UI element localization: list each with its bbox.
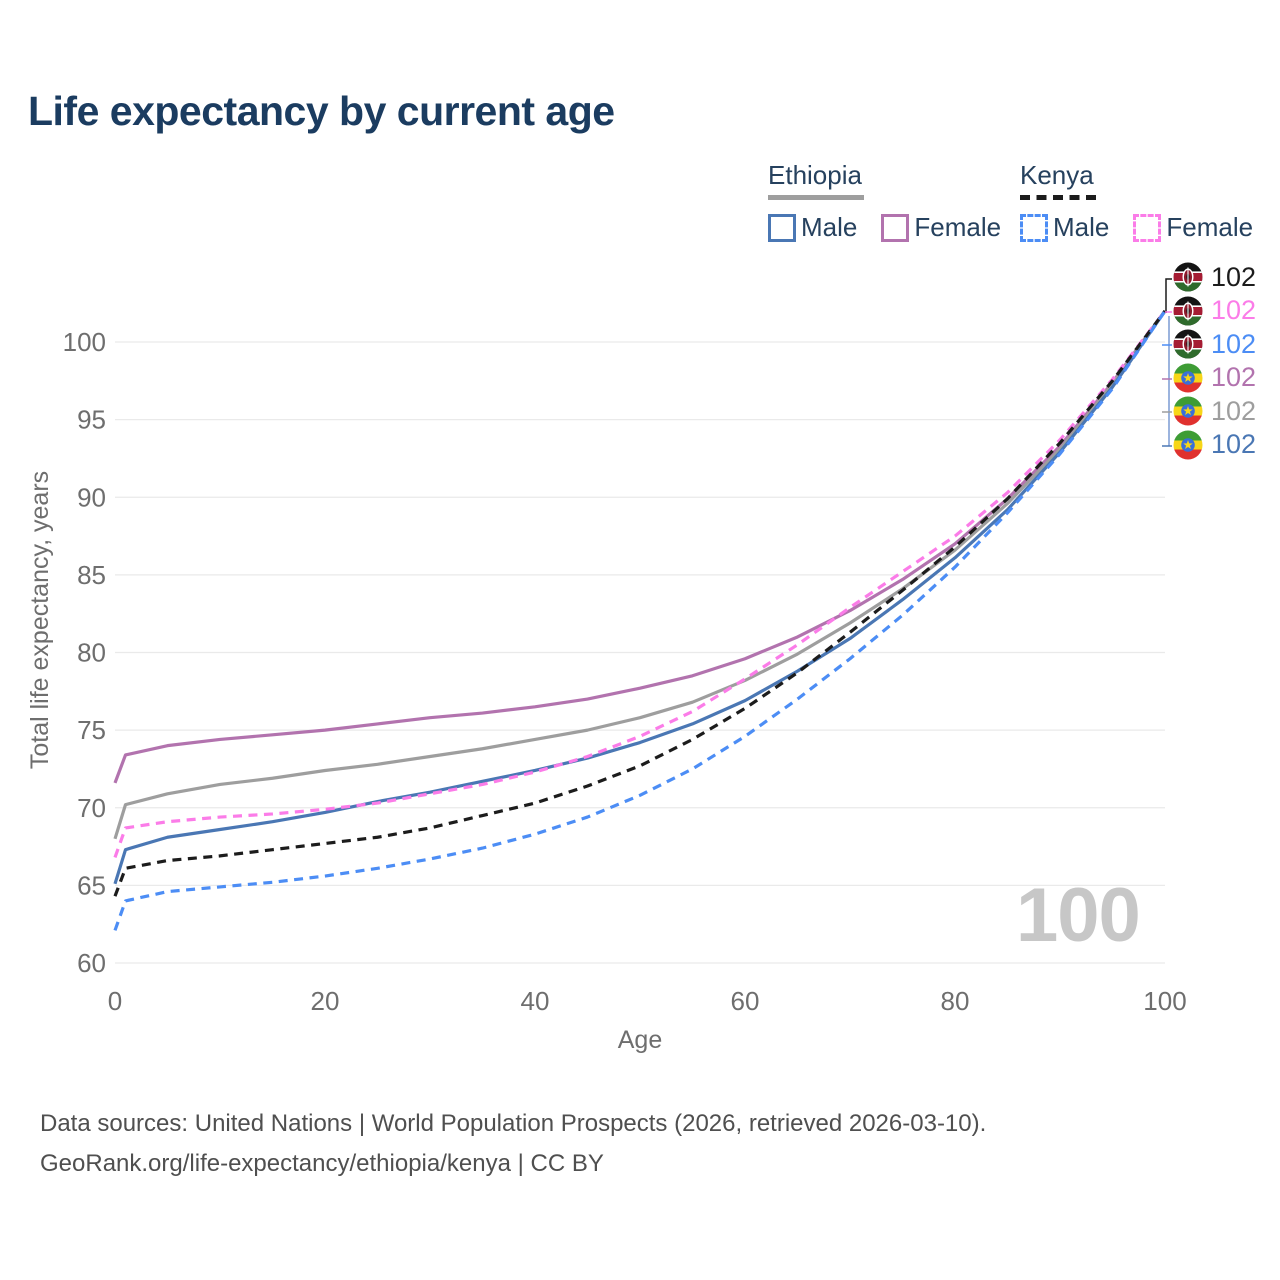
end-label-connectors — [1162, 278, 1172, 447]
page-title: Life expectancy by current age — [28, 88, 615, 134]
legend-label-kenya-male[interactable]: Male — [1053, 212, 1110, 242]
legend-country-ethiopia-label: Ethiopia — [768, 160, 862, 190]
footer-line-2: GeoRank.org/life-expectancy/ethiopia/ken… — [40, 1150, 604, 1177]
ethiopia-flag-icon — [1173, 396, 1203, 426]
end-label-row: 102 — [1173, 262, 1256, 292]
legend-swatch-ethiopia-female[interactable] — [881, 213, 910, 242]
legend-country-kenya-label: Kenya — [1020, 160, 1094, 190]
svg-text:95: 95 — [77, 405, 106, 435]
end-label-row: 102 — [1173, 295, 1257, 326]
legend-group-ethiopia: Ethiopia Male Female — [768, 160, 1001, 243]
ethiopia-solid-line-swatch — [768, 195, 864, 200]
axis-ticks: 60 65 70 75 80 85 90 95 100 0 20 40 60 80 100 — [63, 327, 1187, 1016]
svg-text:60: 60 — [731, 986, 760, 1016]
end-label-value-0: 102 — [1211, 261, 1257, 292]
age-counter-watermark: 100 — [1016, 873, 1141, 958]
end-label-value-1: 102 — [1211, 295, 1257, 325]
svg-text:20: 20 — [311, 986, 340, 1016]
end-labels: 102 102 102 102 102 102 — [1173, 262, 1256, 463]
kenya-flag-icon — [1173, 262, 1203, 292]
x-axis-title: Age — [618, 1026, 662, 1054]
end-label-row: 102 — [1173, 396, 1256, 426]
y-axis-title: Total life expectancy, years — [26, 471, 54, 769]
end-label-row: 102 — [1173, 429, 1257, 460]
kenya-flag-icon — [1173, 329, 1203, 359]
svg-text:40: 40 — [521, 986, 550, 1016]
footer-line-1: Data sources: United Nations | World Pop… — [40, 1110, 987, 1137]
end-label-row: 102 — [1173, 329, 1256, 359]
legend-label-kenya-female[interactable]: Female — [1166, 212, 1254, 242]
legend-swatch-kenya-female[interactable] — [1133, 213, 1162, 242]
svg-text:0: 0 — [108, 986, 122, 1016]
legend-swatch-ethiopia-male[interactable] — [768, 213, 796, 242]
svg-text:75: 75 — [77, 715, 106, 745]
svg-text:100: 100 — [1143, 986, 1186, 1016]
gridlines — [115, 341, 1165, 964]
legend-country-kenya[interactable]: Kenya — [1020, 160, 1253, 200]
svg-text:70: 70 — [77, 793, 106, 823]
chart-series-lines — [113, 309, 1167, 931]
svg-text:100: 100 — [63, 327, 106, 357]
legend-label-ethiopia-female[interactable]: Female — [914, 212, 1002, 242]
end-label-value-4: 102 — [1211, 395, 1257, 426]
svg-text:80: 80 — [77, 638, 106, 668]
svg-text:65: 65 — [77, 870, 106, 900]
legend-label-ethiopia-male[interactable]: Male — [801, 212, 858, 242]
kenya-dashed-line-swatch — [1020, 195, 1096, 200]
end-label-value-5: 102 — [1211, 429, 1257, 459]
ethiopia-flag-icon — [1173, 430, 1203, 460]
svg-text:60: 60 — [77, 948, 106, 978]
end-label-value-3: 102 — [1211, 362, 1257, 392]
legend-group-kenya: Kenya Male Female — [1020, 160, 1253, 243]
legend-swatch-kenya-male[interactable] — [1020, 213, 1048, 242]
svg-text:90: 90 — [77, 482, 106, 512]
svg-text:80: 80 — [941, 986, 970, 1016]
legend-country-ethiopia[interactable]: Ethiopia — [768, 160, 1001, 200]
kenya-flag-icon — [1173, 296, 1203, 326]
ethiopia-flag-icon — [1173, 363, 1203, 393]
end-label-value-2: 102 — [1211, 328, 1257, 359]
data-source-footer: Data sources: United Nations | World Pop… — [40, 1104, 986, 1184]
svg-text:85: 85 — [77, 560, 106, 590]
end-label-row: 102 — [1173, 362, 1257, 393]
